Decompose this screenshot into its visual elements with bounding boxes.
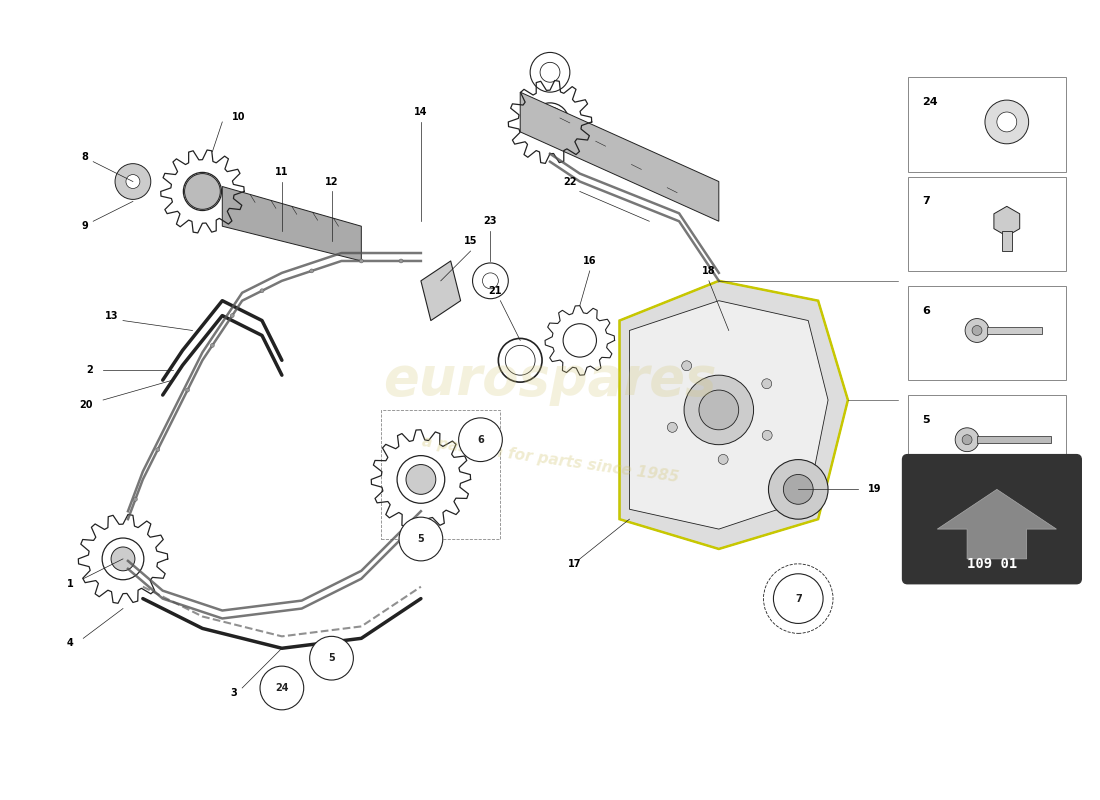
Circle shape xyxy=(133,498,138,502)
Text: 7: 7 xyxy=(795,594,802,604)
Circle shape xyxy=(698,390,739,430)
Text: 12: 12 xyxy=(324,177,339,186)
Text: 3: 3 xyxy=(230,688,238,698)
Text: 5: 5 xyxy=(923,415,930,425)
FancyBboxPatch shape xyxy=(908,78,1066,171)
FancyBboxPatch shape xyxy=(902,454,1081,584)
FancyBboxPatch shape xyxy=(908,286,1066,380)
Text: eurospares: eurospares xyxy=(383,354,717,406)
Text: 19: 19 xyxy=(868,484,881,494)
FancyBboxPatch shape xyxy=(908,395,1066,490)
Text: 5: 5 xyxy=(328,653,334,663)
Circle shape xyxy=(984,100,1028,144)
Text: 109 01: 109 01 xyxy=(967,557,1018,571)
Bar xyxy=(977,436,1052,443)
Polygon shape xyxy=(222,186,361,261)
Circle shape xyxy=(126,174,140,189)
Circle shape xyxy=(260,666,304,710)
Bar xyxy=(1002,231,1012,251)
Polygon shape xyxy=(937,490,1056,559)
Circle shape xyxy=(156,448,160,452)
Text: 23: 23 xyxy=(484,216,497,226)
Text: 13: 13 xyxy=(104,310,118,321)
Circle shape xyxy=(185,174,220,210)
Text: 16: 16 xyxy=(583,256,596,266)
Text: 5: 5 xyxy=(418,534,425,544)
Circle shape xyxy=(111,547,135,571)
Circle shape xyxy=(535,107,565,137)
Text: 17: 17 xyxy=(568,559,582,569)
FancyBboxPatch shape xyxy=(908,177,1066,271)
Circle shape xyxy=(718,454,728,464)
Text: 22: 22 xyxy=(563,177,576,186)
Circle shape xyxy=(399,259,403,263)
Text: 2: 2 xyxy=(87,366,94,375)
Circle shape xyxy=(773,574,823,623)
Text: 14: 14 xyxy=(415,107,428,117)
Bar xyxy=(987,327,1042,334)
Circle shape xyxy=(684,375,754,445)
Text: 18: 18 xyxy=(702,266,716,276)
Text: 7: 7 xyxy=(923,196,931,206)
Text: 11: 11 xyxy=(275,166,288,177)
Circle shape xyxy=(116,164,151,199)
Text: 10: 10 xyxy=(232,112,245,122)
Circle shape xyxy=(965,318,989,342)
Text: 15: 15 xyxy=(464,236,477,246)
Circle shape xyxy=(682,361,692,370)
Text: 6: 6 xyxy=(923,306,931,316)
Text: 24: 24 xyxy=(275,683,288,693)
Circle shape xyxy=(997,112,1016,132)
Circle shape xyxy=(762,430,772,440)
Circle shape xyxy=(769,459,828,519)
Circle shape xyxy=(459,418,503,462)
Circle shape xyxy=(668,422,678,432)
Text: 4: 4 xyxy=(67,638,74,648)
Polygon shape xyxy=(629,301,828,529)
Circle shape xyxy=(186,388,189,392)
Circle shape xyxy=(962,434,972,445)
Text: 1: 1 xyxy=(67,578,74,589)
Text: 9: 9 xyxy=(81,222,88,231)
Text: 20: 20 xyxy=(79,400,94,410)
Circle shape xyxy=(762,378,772,389)
Circle shape xyxy=(210,343,214,347)
Text: a passion for parts since 1985: a passion for parts since 1985 xyxy=(420,434,680,485)
Circle shape xyxy=(310,636,353,680)
Text: 24: 24 xyxy=(923,97,938,107)
Circle shape xyxy=(260,289,264,293)
Circle shape xyxy=(972,326,982,335)
Circle shape xyxy=(783,474,813,504)
Circle shape xyxy=(406,465,436,494)
Circle shape xyxy=(399,517,442,561)
Circle shape xyxy=(230,314,234,318)
Circle shape xyxy=(955,428,979,452)
Text: 8: 8 xyxy=(81,152,88,162)
Polygon shape xyxy=(619,281,848,549)
Text: 6: 6 xyxy=(477,434,484,445)
Circle shape xyxy=(310,269,314,273)
Polygon shape xyxy=(520,92,718,222)
Text: 21: 21 xyxy=(488,286,502,296)
Polygon shape xyxy=(421,261,461,321)
Polygon shape xyxy=(994,206,1020,236)
Circle shape xyxy=(360,259,363,263)
